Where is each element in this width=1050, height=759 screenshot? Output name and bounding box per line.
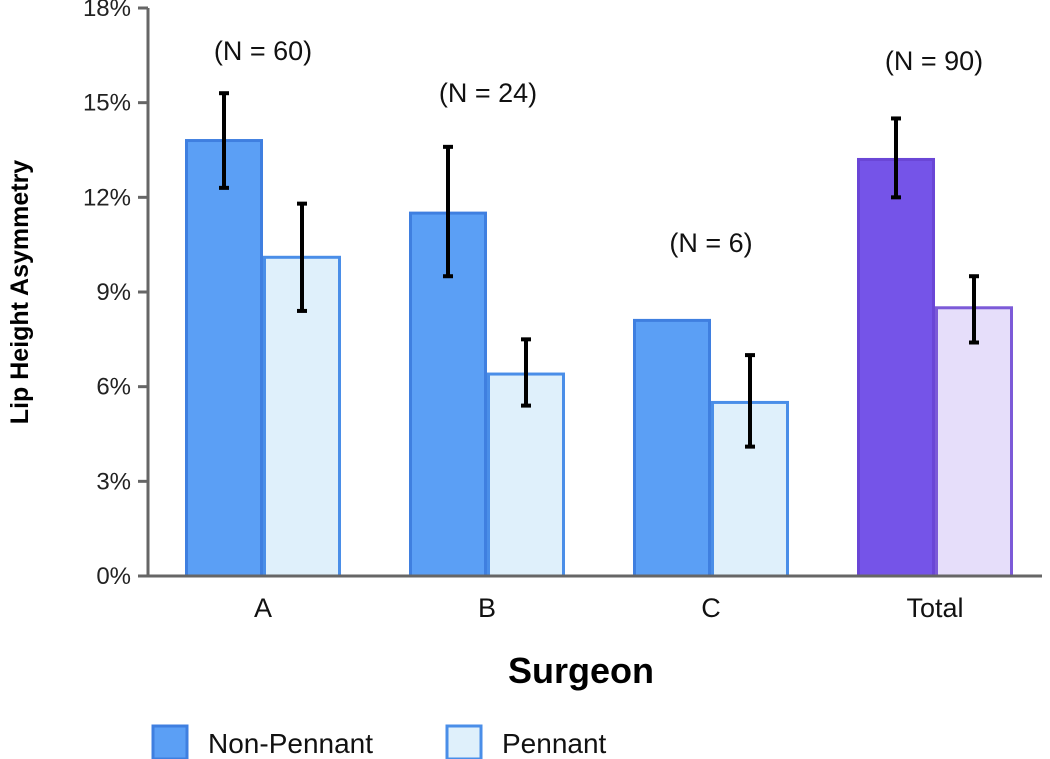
bar-pennant-c — [711, 400, 789, 578]
sample-size-label-total: (N = 90) — [885, 46, 983, 76]
error-bars-layer — [219, 91, 979, 449]
y-tick-label: 6% — [96, 374, 131, 401]
x-category-label-a: A — [254, 593, 272, 623]
x-category-label-c: C — [701, 593, 721, 623]
y-ticks-layer: 0% 3% 6% 9% 12% 15% 18% — [83, 0, 148, 590]
sample-size-label-c: (N = 6) — [669, 228, 752, 258]
bars-layer — [185, 139, 1013, 578]
sample-size-label-b: (N = 24) — [439, 78, 537, 108]
error-bar-non-pennant-b — [443, 144, 453, 279]
bar-non-pennant-c — [633, 318, 711, 578]
x-category-label-b: B — [478, 593, 496, 623]
error-bar-pennant-a — [297, 201, 307, 313]
bar-non-pennant-a — [185, 139, 263, 578]
legend-label-non-pennant: Non-Pennant — [208, 728, 373, 759]
legend-swatch-non-pennant — [151, 724, 189, 759]
x-category-labels: A B C Total — [254, 593, 964, 623]
error-bar-non-pennant-total — [891, 116, 901, 200]
legend: Non-Pennant Pennant — [151, 724, 607, 759]
y-tick-label: 0% — [96, 563, 131, 590]
sample-size-labels: (N = 60) (N = 24) (N = 6) (N = 90) — [214, 36, 983, 258]
x-category-label-total: Total — [906, 593, 963, 623]
y-tick-label: 15% — [83, 90, 131, 117]
legend-label-pennant: Pennant — [502, 728, 607, 759]
error-bar-non-pennant-a — [219, 91, 229, 190]
x-axis-title: Surgeon — [508, 650, 654, 691]
error-bar-pennant-b — [521, 337, 531, 408]
legend-swatch-pennant — [445, 724, 483, 759]
y-tick-label: 12% — [83, 184, 131, 211]
y-tick-label: 3% — [96, 468, 131, 495]
bar-non-pennant-total — [857, 157, 935, 578]
y-tick-label: 18% — [83, 0, 131, 22]
bar-pennant-total — [935, 306, 1013, 578]
error-bar-pennant-c — [745, 353, 755, 449]
error-bar-pennant-total — [969, 274, 979, 345]
sample-size-label-a: (N = 60) — [214, 36, 312, 66]
y-axis-title: Lip Height Asymmetry — [6, 160, 34, 425]
y-tick-label: 9% — [96, 279, 131, 306]
